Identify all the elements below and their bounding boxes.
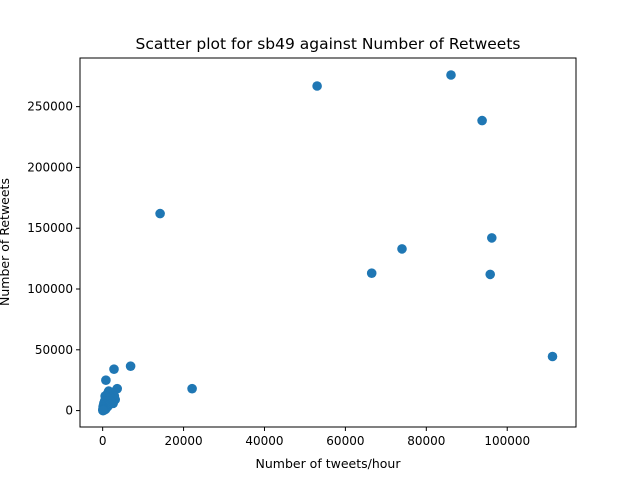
y-axis-ticks: 0 50000 100000 150000 200000 250000: [27, 100, 80, 418]
data-point: [312, 81, 322, 91]
data-point: [101, 375, 111, 386]
data-point: [487, 233, 497, 243]
data-points: [98, 70, 558, 416]
data-point: [155, 208, 165, 219]
x-tick-label: 80000: [407, 434, 445, 448]
x-tick-label: 20000: [164, 434, 202, 448]
y-tick-label: 250000: [27, 100, 73, 114]
data-point: [109, 364, 119, 375]
y-tick-label: 150000: [27, 221, 73, 235]
y-tick-label: 200000: [27, 160, 73, 174]
chart-title: Scatter plot for sb49 against Number of …: [136, 35, 521, 53]
x-tick-label: 40000: [245, 434, 283, 448]
data-point: [446, 70, 456, 80]
data-point: [397, 244, 407, 254]
data-point: [547, 351, 558, 362]
data-point: [187, 383, 197, 394]
plot-area: [79, 57, 577, 428]
y-tick-label: 0: [65, 404, 73, 418]
x-axis-ticks: 0 20000 40000 60000 80000 100000: [99, 427, 530, 448]
data-point: [477, 115, 487, 126]
data-point: [366, 268, 377, 279]
x-axis-label: Number of tweets/hour: [256, 456, 402, 471]
y-tick-label: 100000: [27, 282, 73, 296]
data-point: [98, 405, 108, 416]
x-tick-label: 60000: [326, 434, 364, 448]
y-tick-label: 50000: [35, 343, 73, 357]
x-tick-label: 0: [99, 434, 107, 448]
y-axis-label: Number of Retweets: [0, 178, 12, 306]
data-point: [485, 269, 496, 280]
x-tick-label: 100000: [484, 434, 530, 448]
data-point: [125, 361, 136, 372]
